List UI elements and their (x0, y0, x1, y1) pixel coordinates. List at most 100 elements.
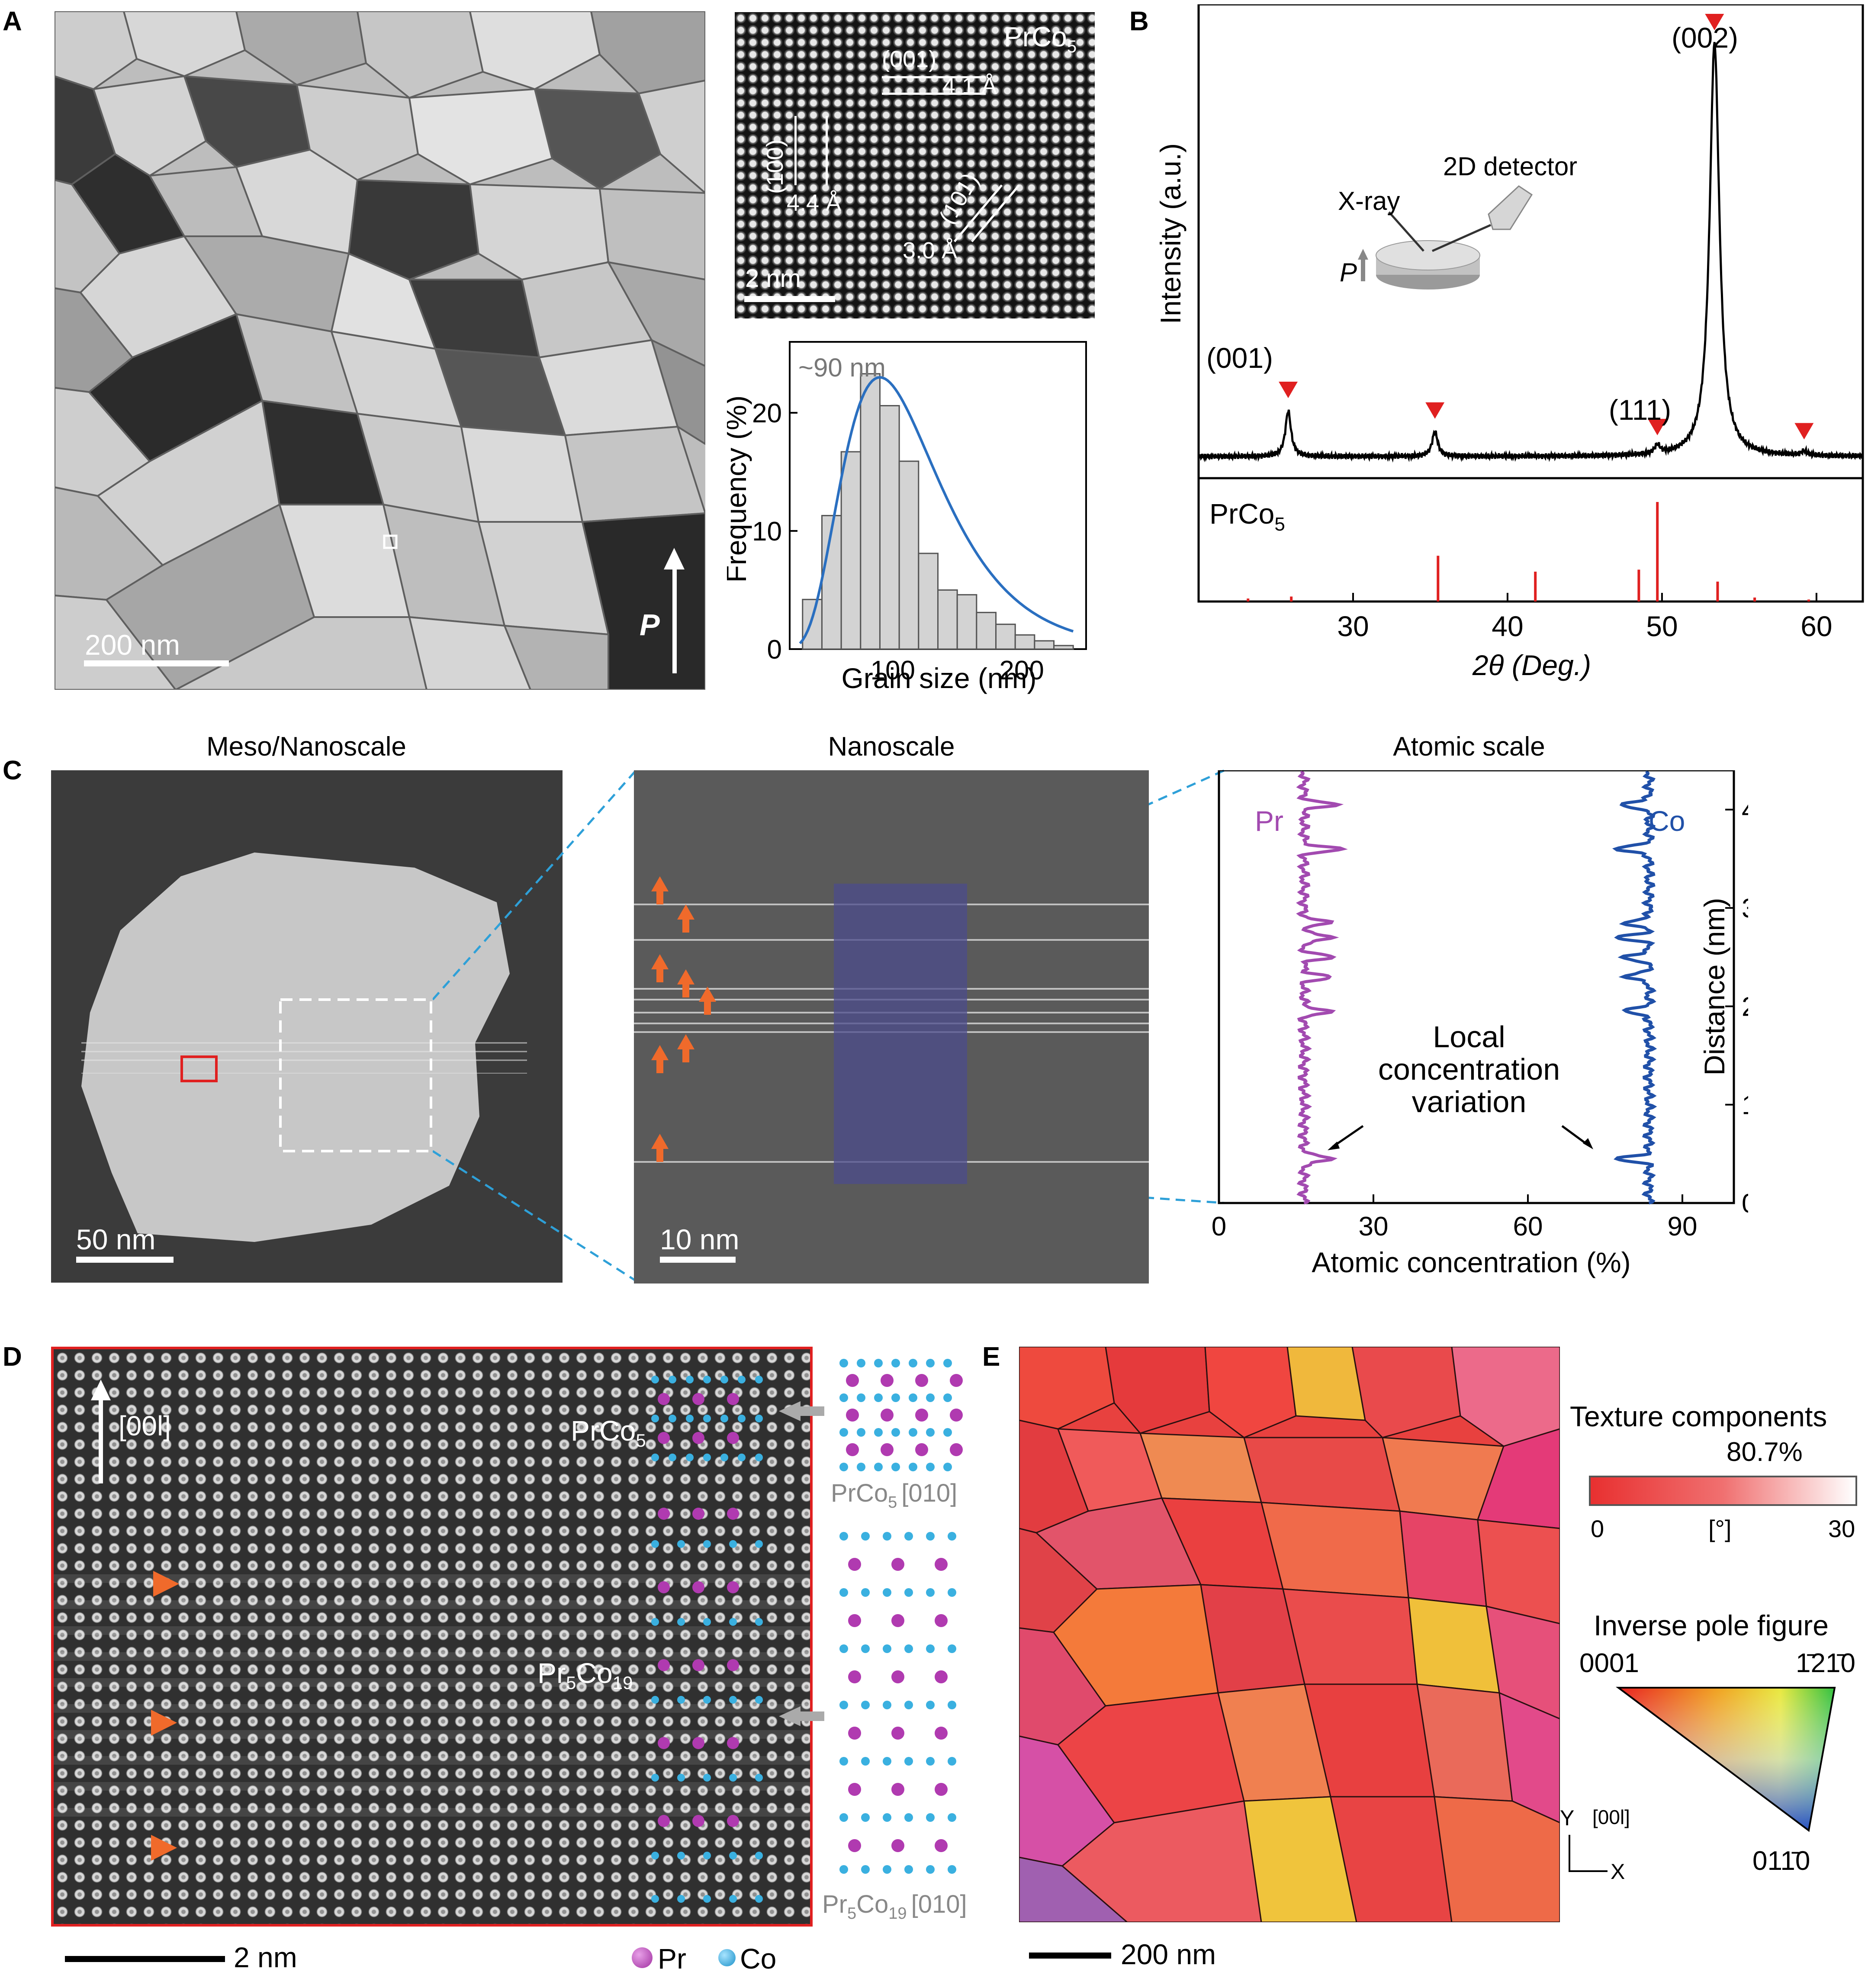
profile-y-tick-label: 10 (1742, 1091, 1748, 1120)
colorbar-min: 0 (1591, 1515, 1604, 1542)
xrd-x-ticks: 30 40 50 60 (1337, 593, 1833, 642)
detector-label: 2D detector (1443, 152, 1577, 181)
xrd-reference-phase: PrCo5 (1209, 498, 1285, 535)
axis-x-line (1569, 1870, 1608, 1872)
xrd-peak-marker (1279, 381, 1298, 398)
xrd-peak-marker (1794, 423, 1814, 440)
title-nano: Nanoscale (828, 732, 955, 762)
phase-label: PrCo5 (1004, 21, 1077, 56)
hrstem-image: [00l] PrCo5 Pr5Co19 (51, 1347, 813, 1927)
intergrowth-band (54, 1574, 810, 1834)
atomic-model-overlay (651, 1376, 763, 1903)
colorbar-max: 30 (1828, 1515, 1855, 1542)
grain-micrograph (55, 11, 705, 690)
xrd-y-label: Intensity (a.u.) (1154, 143, 1186, 324)
histogram-bar (1053, 645, 1074, 650)
legend-pr-label: Pr (658, 1943, 686, 1975)
texture-colorbar (1589, 1476, 1857, 1506)
direction-label-00l: [00l] (119, 1410, 171, 1441)
annotation-line-3: variation (1412, 1085, 1527, 1119)
xrd-x-tick-label: 60 (1800, 610, 1832, 642)
spacing-100-label: 4.4 Å (787, 190, 842, 216)
legend-co-dot (718, 1949, 736, 1966)
legend-co-label: Co (740, 1943, 777, 1975)
scale-bar-a (84, 660, 229, 666)
pr-label: Pr (1255, 805, 1283, 837)
plane-100-label: (100) (762, 139, 788, 194)
histogram-bar (918, 553, 939, 650)
histogram-fit-curve (799, 376, 1074, 644)
histogram-fit-line (799, 376, 1074, 644)
profile-y-tick-label: 20 (1742, 992, 1748, 1022)
histogram-bar (898, 460, 920, 650)
profile-x-tick-label: 60 (1513, 1212, 1543, 1242)
direction-label-p: P (640, 608, 660, 642)
xrd-peak-marker (1705, 14, 1724, 30)
model-label-pr5co19: Pr5Co19 [010] (822, 1890, 967, 1923)
direction-arrow-00l (91, 1380, 111, 1483)
scale-label-nano: 10 nm (660, 1223, 739, 1255)
pr5co19-model (839, 1532, 956, 1874)
histogram-y-label: Frequency (%) (727, 396, 752, 583)
colorbar-unit: [°] (1708, 1515, 1732, 1542)
model-arrow-prco5 (801, 1406, 824, 1416)
histogram-y-tick-label: 10 (752, 517, 782, 547)
scale-bar-meso (76, 1257, 174, 1263)
scale-bar-hrtem (744, 296, 835, 302)
eds-map-region (834, 884, 967, 1184)
legend-pr-dot (632, 1947, 653, 1968)
ebsd-orientation-map (1019, 1347, 1560, 1922)
axis-y-label: Y (1560, 1806, 1575, 1830)
xrd-setup-inset (1358, 185, 1533, 290)
panel-label-b: B (1129, 6, 1149, 36)
direction-arrow-p (664, 548, 685, 673)
xrd-peak-marker (1425, 402, 1445, 419)
histogram-bar (937, 589, 958, 650)
peak-label-111: (111) (1609, 394, 1671, 426)
annotation-line-2: concentration (1378, 1052, 1560, 1086)
model-arrow-pr5co19 (801, 1711, 824, 1721)
histogram-bar (995, 624, 1016, 650)
intergrowth-arrow-3 (151, 1835, 177, 1861)
xrd-x-tick-label: 30 (1337, 610, 1369, 642)
co-profile-line (1612, 771, 1657, 1205)
bright-field-tem-image: P 200 nm (55, 11, 705, 690)
panel-label-d: D (3, 1342, 22, 1372)
axis-x-label: X (1611, 1859, 1625, 1884)
histogram-bar (860, 373, 881, 650)
title-meso: Meso/Nanoscale (206, 732, 406, 762)
xrd-x-tick-label: 50 (1646, 610, 1678, 642)
plane-001-line-1 (882, 76, 986, 78)
nano-lattice (634, 770, 1149, 1284)
histogram-bars (802, 373, 1074, 650)
histogram-bar (840, 451, 862, 650)
intergrowth-arrow-1 (153, 1571, 179, 1597)
panel-label-e: E (982, 1342, 1000, 1372)
hrstem-region-box (180, 1055, 218, 1082)
profile-y-tick-label: 0 (1742, 1189, 1748, 1219)
phase-label-prco5: PrCo5 (571, 1415, 646, 1451)
profile-x-label: Atomic concentration (%) (1312, 1246, 1630, 1278)
hrtem-image: PrCo5 (001) 4.1 Å (100) 4.4 Å (101) 3.0 … (735, 12, 1095, 318)
profile-y-tick-label: 30 (1742, 894, 1748, 923)
histogram-bar (879, 405, 900, 650)
xrd-frame (1197, 4, 1864, 603)
texture-percent: 80.7% (1727, 1437, 1803, 1467)
hrtem-region-box (383, 534, 398, 549)
peak-label-002: (002) (1672, 22, 1738, 54)
ipf-label-0001: 0001 (1579, 1648, 1639, 1678)
profile-ticks: 0 30 60 90 0 10 20 30 40 (1212, 795, 1748, 1242)
ipf-title: Inverse pole figure (1594, 1609, 1829, 1641)
scale-bar-nano (660, 1257, 736, 1263)
scale-label-hrtem: 2 nm (745, 264, 801, 293)
spacing-101-label: 3.0 Å (903, 238, 958, 264)
plane-001-label: (001) (882, 46, 937, 72)
plane-001-line-2 (882, 93, 986, 95)
profile-y-tick-label: 40 (1742, 795, 1748, 825)
profile-x-tick-label: 0 (1212, 1212, 1226, 1242)
histogram-x-tick-label: 200 (999, 656, 1044, 685)
panel-label-a: A (3, 6, 22, 36)
scale-label-e: 200 nm (1121, 1938, 1216, 1970)
scale-label-a: 200 nm (85, 629, 180, 661)
scale-bar-e (1029, 1953, 1111, 1959)
